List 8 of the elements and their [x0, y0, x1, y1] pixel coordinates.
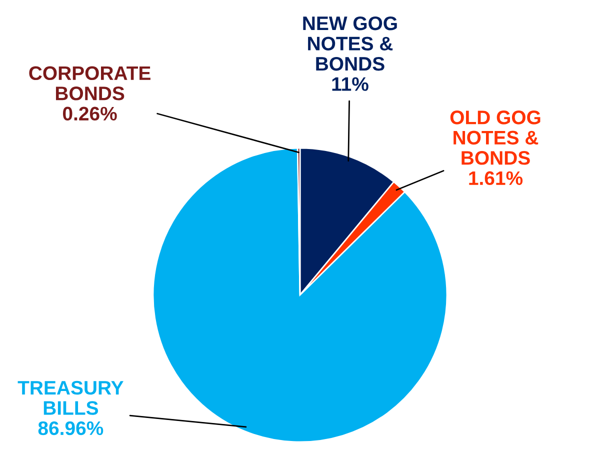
data-label: 0.26%	[62, 106, 117, 121]
data-label: 86.96%	[38, 421, 104, 436]
slice-label: TREASURY BILLS	[18, 380, 124, 415]
slice-label: NEW GOG NOTES & BONDS	[303, 16, 397, 71]
slice-label: OLD GOG NOTES & BONDS	[450, 110, 540, 165]
data-label: 11%	[332, 77, 368, 91]
slice-label: CORPORATE BONDS	[29, 66, 150, 100]
data-label: 1.61%	[469, 171, 523, 186]
